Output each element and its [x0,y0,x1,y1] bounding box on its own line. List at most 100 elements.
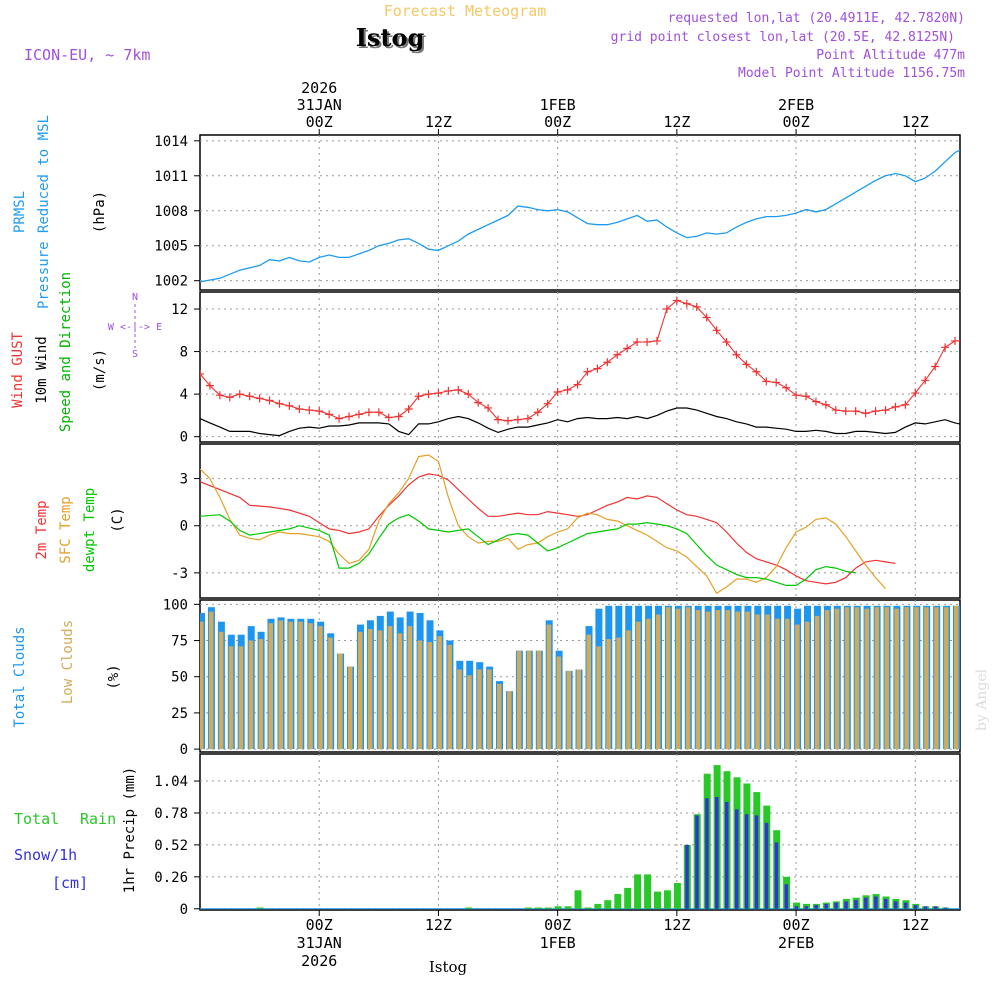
compass-north: N [132,292,138,303]
sfc-temp-line [200,454,886,595]
gust-marker [474,398,483,407]
pressure-ytick-label: 1008 [154,204,188,220]
snow-bar [725,801,729,909]
gust-marker [335,414,344,423]
rain-bar [793,902,801,909]
precip-labels: Total Rain Snow/1h [cm] 1hr Precip (mm) [14,767,138,893]
precipitation-ytick-label: 0.52 [154,838,188,854]
low-cloud-bar [268,623,273,750]
bottom-time-label: 00Z [544,916,571,934]
snow-bar [685,844,689,909]
low-cloud-bar [894,608,899,750]
top-time-label: 31JAN [297,96,342,114]
temperature-ytick-label: 0 [180,519,188,535]
gust-marker [901,400,910,409]
low-cloud-bar [795,624,800,750]
gust-marker [811,397,820,406]
low-clouds-label: Low Clouds [60,620,76,704]
total-clouds-label: Total Clouds [12,626,28,727]
low-cloud-bar [705,611,711,750]
low-cloud-bar [884,607,889,750]
gust-marker [583,367,592,376]
low-cloud-bar [497,684,502,750]
temp-unit: (C) [110,507,126,532]
precip-unit: 1hr Precip (mm) [122,767,138,893]
gust-marker [961,337,969,345]
gust-marker [384,413,393,422]
pressure-panel [200,149,960,283]
precipitation-ytick-label: 0.78 [154,806,188,822]
snow-bar [754,815,759,909]
wind-ytick-label: 4 [180,387,188,403]
snow-bar [764,822,769,909]
rain-bar [584,907,592,909]
gust-marker [533,408,542,417]
watermark: by Angel [974,668,990,731]
gust-marker [265,396,274,405]
low-cloud-bar [914,607,919,750]
low-cloud-bar [994,609,999,749]
temperature-labels: 2m Temp SFC Temp dewpt Temp (C) [34,488,126,572]
low-cloud-bar [755,614,760,750]
total-cloud-bar [993,606,1000,749]
dewpt-line [200,514,856,586]
low-cloud-bar [765,614,770,750]
gust-marker [672,296,681,305]
rain-bar [564,906,572,909]
gust-marker [762,377,771,386]
gust-marker [921,376,930,385]
gust-marker [354,410,363,419]
top-time-label: 2026 [301,79,337,97]
low-cloud-bar [596,646,601,750]
snow-bar [824,903,828,909]
bottom-time-label: 2026 [301,952,337,970]
temperature-ytick-label: 3 [180,472,188,488]
gust-marker [424,390,433,399]
snow-bar [744,814,749,909]
gust-marker [305,406,314,415]
snow-bar [874,896,878,909]
gust-marker [991,353,999,361]
panels: 1014 1011 1008 1005 1002 12 8 4 0 3 0 -3 100 75 50 25 0 1… [154,134,961,918]
gust-marker [215,391,224,400]
bottom-time-label: 12Z [663,916,690,934]
bottom-time-label: 00Z [306,916,333,934]
low-cloud-bar [904,607,909,750]
low-cloud-bar [735,611,740,750]
low-cloud-bar [685,607,691,750]
gust-marker [295,405,304,414]
gust-marker [404,405,413,414]
rain-bar [594,903,602,909]
rain-bar [624,887,632,909]
clouds-panel [200,605,1000,750]
low-cloud-bar [566,670,572,750]
low-cloud-bar [228,646,234,750]
low-cloud-bar [646,618,651,750]
snow-bar [774,842,779,909]
low-cloud-bar [824,610,830,750]
gust-marker [702,313,711,322]
low-cloud-bar [367,629,373,750]
wind-labels: Wind GUST 10m Wind Speed and Direction (… [10,272,162,432]
low-cloud-bar [387,626,393,750]
snow-bar [784,884,789,909]
low-cloud-bar [447,644,452,750]
gust-marker [871,407,880,416]
bottom-time-label: 12Z [902,916,929,934]
gust-marker [553,388,562,396]
t2m-label: 2m Temp [34,500,50,559]
gust-marker [603,358,612,367]
low-cloud-bar [954,605,959,750]
low-cloud-bar [358,631,363,750]
gust-marker [772,378,781,387]
wind-ytick-label: 0 [180,430,188,446]
gust-marker [633,338,642,346]
wind-speed-dir-label: Speed and Direction [58,272,74,432]
rain-bar [256,907,264,909]
snow-unit-label: [cm] [52,874,88,892]
low-cloud-bar [238,646,244,750]
top-time-label: 12Z [902,113,929,131]
low-cloud-bar [844,607,850,750]
low-cloud-bar [536,650,542,750]
